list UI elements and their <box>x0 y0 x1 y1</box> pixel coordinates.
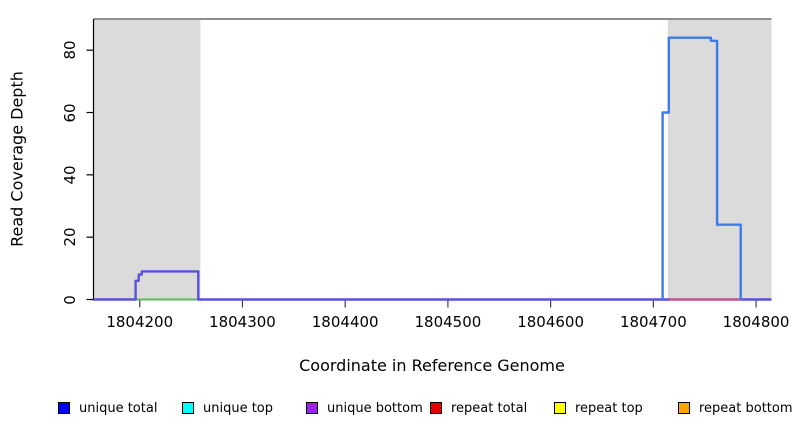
legend-swatch-icon <box>554 402 566 414</box>
y-tick-label: 80 <box>61 40 79 60</box>
x-tick-label: 1804400 <box>311 313 379 331</box>
x-tick-label: 1804800 <box>722 313 790 331</box>
legend-item-unique-bottom: unique bottom <box>306 400 423 416</box>
y-tick-label: 20 <box>61 227 79 247</box>
legend-label: repeat bottom <box>699 400 792 416</box>
legend-label: unique total <box>79 400 158 416</box>
legend-item-unique-total: unique total <box>58 400 157 416</box>
y-tick-label: 0 <box>61 294 79 305</box>
series-line-unique-bottom <box>93 270 772 301</box>
legend-item-repeat-top: repeat top <box>554 400 643 416</box>
legend-swatch-icon <box>430 402 442 414</box>
legend-label: repeat total <box>451 400 528 416</box>
x-tick-label: 1804200 <box>106 313 174 331</box>
x-tick-label: 1804500 <box>414 313 482 331</box>
legend-swatch-icon <box>182 402 194 414</box>
y-tick-label: 40 <box>61 165 79 185</box>
legend-item-repeat-total: repeat total <box>430 400 527 416</box>
x-tick-label: 1804700 <box>619 313 687 331</box>
legend-label: unique bottom <box>327 400 423 416</box>
x-axis-title: Coordinate in Reference Genome <box>299 356 565 375</box>
legend-label: repeat top <box>575 400 643 416</box>
legend-swatch-icon <box>306 402 318 414</box>
legend-swatch-icon <box>58 402 70 414</box>
legend: unique total unique top unique bottom repea… <box>0 400 792 420</box>
y-axis-title: Read Coverage Depth <box>7 71 27 247</box>
y-tick-label: 60 <box>61 102 79 123</box>
x-tick-label: 1804600 <box>517 313 585 331</box>
series-line-unique-total <box>661 36 742 300</box>
right-repeat-region <box>667 19 772 300</box>
x-tick-label: 1804300 <box>209 313 276 331</box>
legend-label: unique top <box>203 400 274 416</box>
legend-item-unique-top: unique top <box>182 400 273 416</box>
legend-item-repeat-bottom: repeat bottom <box>678 400 792 416</box>
left-repeat-region <box>93 19 201 300</box>
legend-swatch-icon <box>678 402 690 414</box>
